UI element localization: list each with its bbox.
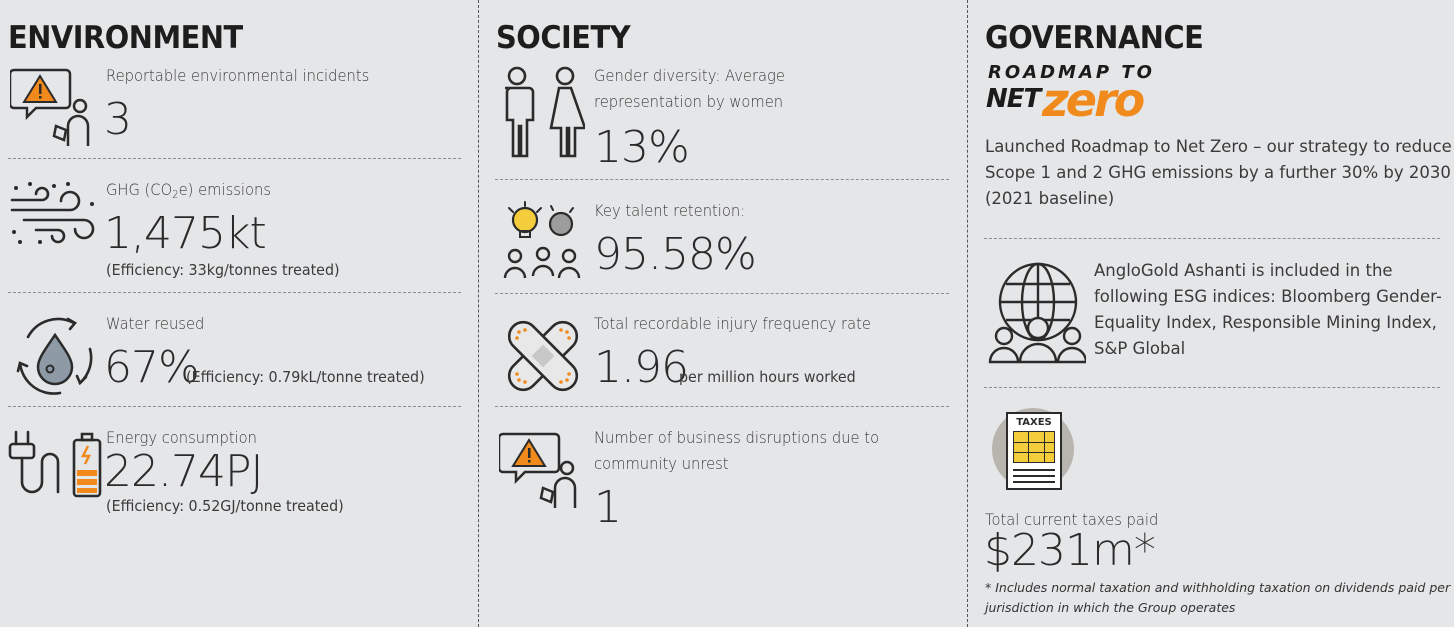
energy-efficiency-note: (Efficiency: 0.52GJ/tonne treated)	[106, 497, 344, 515]
esg-indices-description: AngloGold Ashanti is included in the fol…	[1094, 261, 1442, 358]
warning-person-icon	[499, 432, 577, 508]
gender-label-line2: representation by women	[594, 92, 784, 111]
warning-person-icon	[10, 68, 90, 146]
wind-emissions-icon	[10, 182, 95, 244]
divider	[495, 179, 949, 180]
logo-zero-text: zero	[1042, 73, 1145, 127]
water-label: Water reused	[106, 314, 205, 333]
water-recycle-icon	[16, 317, 93, 395]
disruptions-label-line2: community unrest	[594, 454, 729, 473]
divider	[984, 387, 1440, 388]
incidents-label: Reportable environmental incidents	[106, 66, 370, 85]
energy-label: Energy consumption	[106, 428, 258, 447]
gender-value: 13%	[594, 122, 690, 173]
talent-label: Key talent retention:	[594, 201, 746, 220]
net-zero-logo: ROADMAP TO NET zero	[986, 62, 1186, 130]
incidents-value: 3	[104, 94, 132, 145]
disruptions-label-line1: Number of business disruptions due to	[594, 428, 880, 447]
divider	[8, 158, 461, 159]
logo-roadmap-text: ROADMAP TO	[988, 62, 1155, 83]
taxes-label: Total current taxes paid	[985, 510, 1159, 529]
society-heading: SOCIETY	[496, 20, 631, 56]
water-value: 67%	[104, 342, 200, 393]
taxes-icon: TAXES	[992, 408, 1074, 490]
society-column: SOCIETY Gender diversity: Average repres…	[479, 0, 967, 627]
man-woman-icon	[505, 66, 585, 158]
ghg-label: GHG (CO2e) emissions	[106, 180, 272, 201]
taxes-icon-label: TAXES	[1016, 417, 1052, 428]
injury-unit: per million hours worked	[679, 368, 856, 386]
injury-value: 1.96	[594, 342, 689, 393]
injury-label: Total recordable injury frequency rate	[594, 314, 871, 333]
ghg-value: 1,475kt	[104, 208, 267, 259]
disruptions-value: 1	[594, 482, 622, 533]
divider	[495, 406, 949, 407]
talent-lightbulb-icon	[503, 201, 581, 279]
divider	[8, 292, 461, 293]
bandage-icon	[507, 320, 579, 392]
plug-battery-icon	[8, 430, 102, 498]
column-divider-right	[967, 0, 968, 627]
column-divider-left	[478, 0, 479, 627]
ghg-efficiency-note: (Efficiency: 33kg/tonnes treated)	[106, 261, 340, 279]
governance-heading: GOVERNANCE	[985, 20, 1204, 56]
divider	[984, 238, 1440, 239]
taxes-value: $231m*	[984, 525, 1156, 576]
gender-label-line1: Gender diversity: Average	[594, 66, 785, 85]
energy-value: 22.74PJ	[104, 446, 263, 497]
netzero-description: Launched Roadmap to Net Zero – our strat…	[985, 137, 1452, 208]
logo-net-text: NET	[986, 84, 1041, 114]
divider	[8, 406, 461, 407]
environment-column: ENVIRONMENT Reportable environmental inc…	[0, 0, 478, 627]
environment-heading: ENVIRONMENT	[8, 20, 243, 56]
water-efficiency-note: (Efficiency: 0.79kL/tonne treated)	[186, 368, 425, 386]
taxes-footnote: * Includes normal taxation and withholdi…	[985, 580, 1451, 615]
talent-value: 95.58%	[594, 229, 757, 280]
governance-column: GOVERNANCE ROADMAP TO NET zero Launched …	[968, 0, 1454, 627]
globe-people-icon	[988, 262, 1086, 364]
divider	[495, 293, 949, 294]
